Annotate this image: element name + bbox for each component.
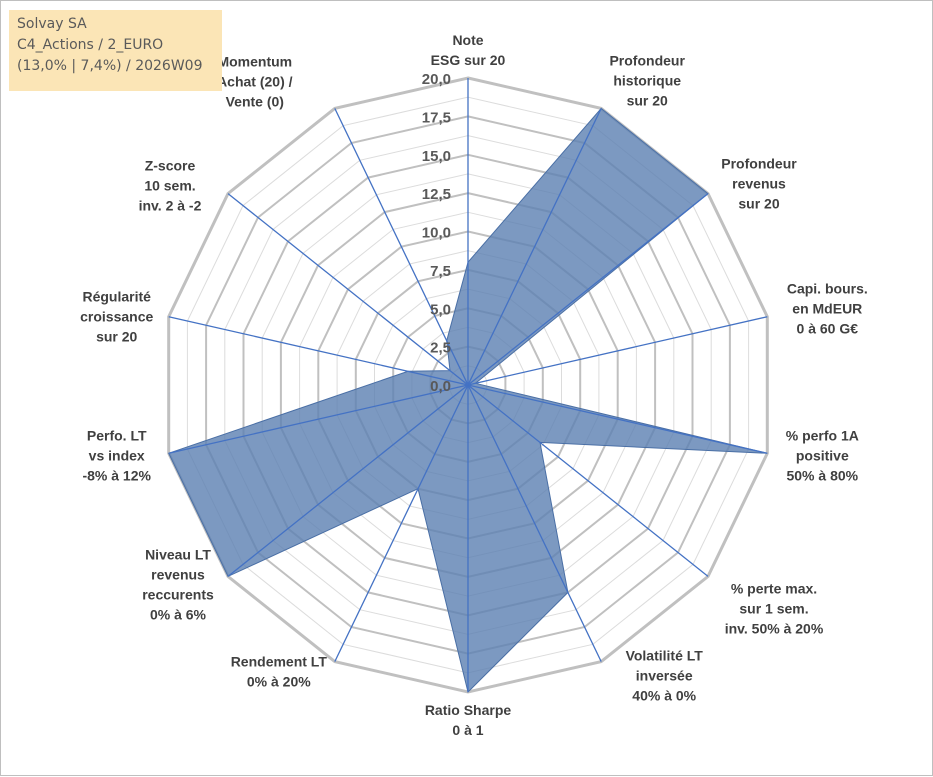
category-label-line: % perfo 1A: [786, 427, 859, 443]
category-label-line: croissance: [80, 309, 153, 325]
axis-spoke: [467, 384, 709, 577]
tick-label: 10,0: [422, 225, 451, 242]
category-label: % perte max. sur 1 sem. inv. 50% à 20%: [725, 580, 824, 636]
category-label-line: Profondeur: [721, 156, 797, 172]
category-label: % perfo 1A positive 50% à 80%: [786, 427, 859, 483]
category-label-line: Ratio Sharpe: [425, 702, 512, 718]
category-label: Momentum Achat (20) / Vente (0): [217, 53, 293, 109]
category-label: Volatilité LT inversée 40% à 0%: [626, 648, 704, 704]
axis-spoke: [467, 384, 602, 662]
category-label: Perfo. LT vs index -8% à 12%: [82, 427, 151, 483]
category-label-line: sur 20: [96, 329, 137, 345]
category-label-line: sur 1 sem.: [739, 600, 808, 616]
tick-label: 12,5: [422, 186, 451, 203]
category-label: Z-score 10 sem. inv. 2 à -2: [139, 158, 202, 214]
category-label: Capi. bours. en MdEUR 0 à 60 G€: [787, 281, 868, 337]
category-label: Rendement LT 0% à 20%: [231, 654, 328, 690]
category-label-line: ESG sur 20: [431, 52, 506, 68]
info-line-company: Solvay SA: [17, 16, 87, 32]
category-label-line: Momentum: [217, 53, 292, 69]
category-label-line: -8% à 12%: [82, 467, 151, 483]
info-line-stats: (13,0% | 7,4%) / 2026W09: [17, 58, 203, 74]
category-label-line: 10 sem.: [144, 178, 195, 194]
category-label-line: Vente (0): [226, 93, 284, 109]
category-label-line: positive: [796, 447, 849, 463]
category-label-line: Perfo. LT: [87, 427, 147, 443]
category-label-line: Note: [452, 32, 483, 48]
radar-tick-labels: 0,0 2,5 5,0 7,5 10,0 12,5 15,0 17,5 20,0: [422, 71, 451, 395]
axis-spoke: [227, 193, 469, 386]
category-label-line: 0 à 1: [452, 722, 483, 738]
category-label: Régularité croissance sur 20: [80, 289, 153, 345]
category-label-line: 50% à 80%: [786, 467, 858, 483]
axis-spoke: [334, 108, 469, 386]
category-label-line: reccurents: [142, 586, 214, 602]
info-box: Solvay SA C4_Actions / 2_EURO (13,0% | 7…: [9, 10, 222, 91]
axis-spoke: [467, 384, 768, 454]
axis-spoke: [334, 384, 469, 662]
category-label-line: Niveau LT: [145, 546, 211, 562]
category-label-line: Rendement LT: [231, 654, 328, 670]
tick-label: 5,0: [430, 301, 451, 318]
category-label-line: sur 20: [738, 196, 779, 212]
category-label: Profondeur revenus sur 20: [721, 156, 797, 212]
radar-axes: [168, 78, 768, 692]
category-label-line: Régularité: [82, 289, 151, 305]
category-label-line: 0 à 60 G€: [797, 321, 859, 337]
axis-spoke: [467, 108, 602, 386]
radar-category-labels: Note ESG sur 20 Profondeur historique sur 20…: [80, 32, 868, 738]
tick-label: 20,0: [422, 71, 451, 88]
category-label-line: 40% à 0%: [632, 688, 696, 704]
category-label-line: sur 20: [627, 92, 668, 108]
category-label-line: Achat (20) /: [217, 73, 293, 89]
category-label-line: revenus: [151, 566, 205, 582]
tick-label: 15,0: [422, 148, 451, 165]
category-label-line: Profondeur: [609, 52, 685, 68]
tick-label: 17,5: [422, 109, 451, 126]
tick-label: 0,0: [430, 378, 451, 395]
category-label-line: Capi. bours.: [787, 281, 868, 297]
category-label-line: 0% à 6%: [150, 606, 207, 622]
tick-label: 7,5: [430, 263, 451, 280]
axis-spoke: [467, 316, 768, 386]
category-label-line: Volatilité LT: [626, 648, 704, 664]
category-label: Profondeur historique sur 20: [609, 52, 685, 108]
category-label-line: inversée: [636, 668, 693, 684]
category-label-line: % perte max.: [731, 580, 817, 596]
category-label-line: 0% à 20%: [247, 674, 311, 690]
category-label: Niveau LT revenus reccurents 0% à 6%: [142, 546, 214, 622]
category-label-line: revenus: [732, 176, 786, 192]
axis-spoke: [467, 193, 709, 386]
info-line-category: C4_Actions / 2_EURO: [17, 37, 164, 53]
category-label-line: Z-score: [145, 158, 196, 174]
category-label-line: inv. 2 à -2: [139, 198, 202, 214]
category-label-line: historique: [613, 72, 681, 88]
axis-spoke: [227, 384, 469, 577]
axis-spoke: [168, 316, 469, 386]
category-label-line: inv. 50% à 20%: [725, 620, 824, 636]
category-label: Ratio Sharpe 0 à 1: [425, 702, 512, 738]
axis-spoke: [168, 384, 469, 454]
category-label-line: vs index: [89, 447, 145, 463]
tick-label: 2,5: [430, 340, 451, 357]
category-label-line: en MdEUR: [792, 301, 862, 317]
category-label: Note ESG sur 20: [431, 32, 506, 68]
